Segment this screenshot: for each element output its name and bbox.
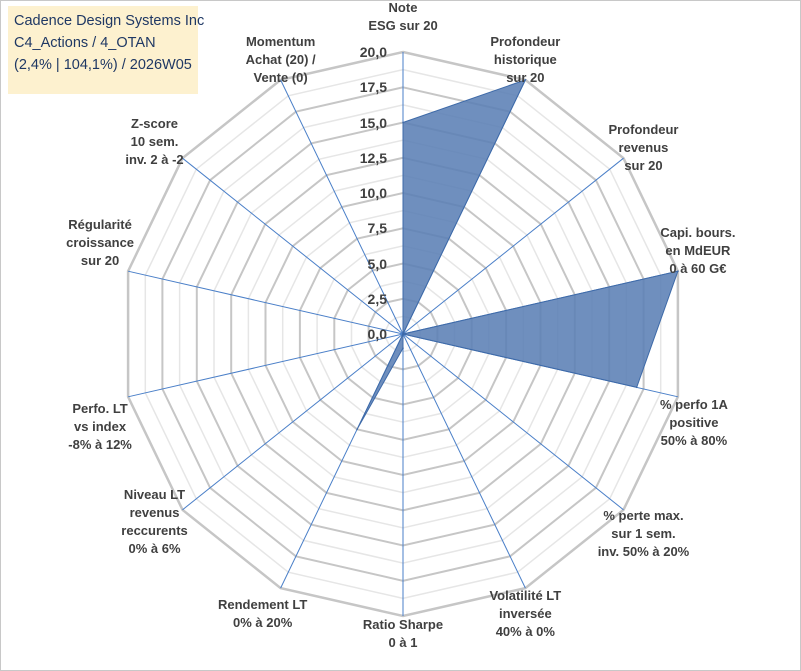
series-point bbox=[402, 347, 404, 349]
axis-label: Régularité croissance sur 20 bbox=[66, 217, 135, 269]
axis-label: Note ESG sur 20 bbox=[368, 0, 438, 33]
tick-label: 7,5 bbox=[367, 220, 387, 237]
axis-label: Rendement LT 0% à 20% bbox=[217, 597, 308, 631]
axis-label: Volatilité LT inversée 40% à 0% bbox=[489, 588, 562, 640]
tick-label: 5,0 bbox=[367, 255, 387, 272]
tick-label: 10,0 bbox=[359, 185, 387, 201]
series-area bbox=[356, 79, 679, 430]
axis-label: Momentum Achat (20) / Vente (0) bbox=[245, 33, 316, 85]
tick-label: 17,5 bbox=[359, 79, 387, 96]
radar-series bbox=[356, 79, 679, 431]
axis-label: % perte max. sur 1 sem. inv. 50% à 20% bbox=[597, 507, 690, 559]
axis-spoke bbox=[402, 157, 624, 335]
axis-label: Profondeur revenus sur 20 bbox=[608, 122, 679, 174]
series-point bbox=[356, 428, 358, 431]
axis-spoke bbox=[402, 333, 526, 589]
tick-label: 15,0 bbox=[359, 114, 387, 131]
axis-spoke bbox=[182, 157, 404, 335]
chart-title-box: Cadence Design Systems Inc C4_Actions / … bbox=[8, 6, 205, 94]
tick-label: 20,0 bbox=[359, 44, 387, 60]
axis-spoke bbox=[402, 333, 624, 511]
chart-title-period: (2,4% | 104,1%) / 2026W05 bbox=[14, 57, 192, 73]
series-point bbox=[524, 79, 527, 81]
axis-spoke bbox=[280, 79, 404, 335]
axis-spoke bbox=[127, 270, 404, 335]
axis-label: Profondeur historique sur 20 bbox=[490, 33, 561, 85]
chart-title-company: Cadence Design Systems Inc bbox=[14, 13, 205, 29]
series-point bbox=[677, 270, 679, 273]
axis-spoke bbox=[127, 333, 404, 398]
axis-label: Capi. bours. en MdEUR 0 à 60 G€ bbox=[660, 225, 736, 277]
chart-title-category: C4_Actions / 4_OTAN bbox=[14, 35, 156, 51]
tick-label: 12,5 bbox=[359, 149, 387, 166]
axis-label: Ratio Sharpe 0 à 1 bbox=[362, 617, 444, 650]
axis-label: Perfo. LT vs index -8% à 12% bbox=[68, 400, 132, 452]
tick-label: 0,0 bbox=[367, 326, 387, 342]
axis-label: Niveau LT revenus reccurents 0% à 6% bbox=[121, 486, 188, 556]
series-point bbox=[635, 386, 638, 389]
series-point bbox=[402, 121, 404, 124]
tick-label: 2,5 bbox=[367, 290, 387, 307]
axis-label: Z-score 10 sem. inv. 2 à -2 bbox=[125, 116, 184, 168]
axis-label: % perfo 1A positive 50% à 80% bbox=[659, 396, 728, 448]
axis-spoke bbox=[182, 333, 404, 511]
series-point bbox=[402, 333, 404, 335]
